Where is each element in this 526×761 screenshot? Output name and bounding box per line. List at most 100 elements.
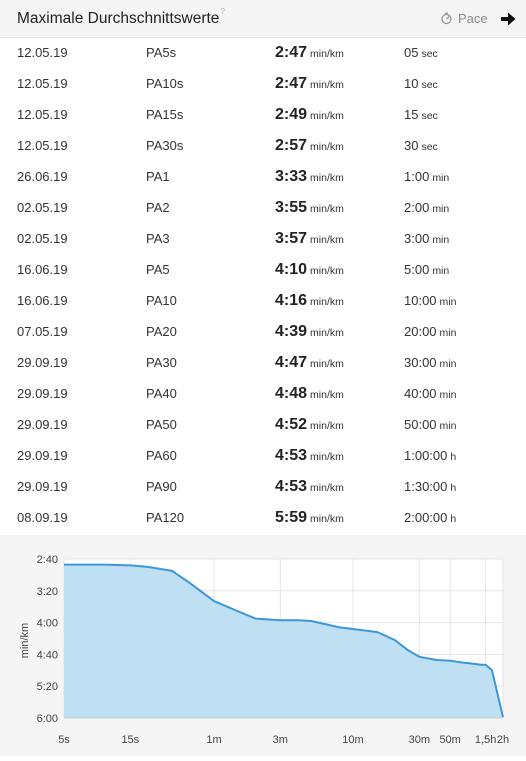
- y-axis-label: min/km: [19, 623, 31, 658]
- row-pace: 4:53 min/km: [275, 478, 344, 496]
- row-duration-unit: min: [439, 296, 457, 308]
- row-pace-unit: min/km: [310, 296, 344, 308]
- row-pace-unit: min/km: [310, 358, 344, 370]
- arrow-right-icon: [501, 12, 516, 26]
- row-duration-unit: min: [432, 172, 450, 184]
- row-duration: 30 sec: [404, 138, 438, 153]
- row-duration-unit: min: [432, 234, 450, 246]
- table-row: 29.09.19 PA50 4:52 min/km 50:00 min: [0, 410, 526, 441]
- pace-chart: 2:40 3:20 4:00 4:40 5:20 6:00 5s 15s 1m 3m 10m 30m 5…: [0, 535, 526, 756]
- row-duration: 1:30:00 h: [404, 479, 456, 494]
- pace-toggle-button[interactable]: Pace: [440, 11, 488, 26]
- y-tick-label: 4:00: [37, 618, 58, 630]
- x-tick-label: 50m: [439, 734, 460, 746]
- row-date: 12.05.19: [17, 138, 68, 153]
- row-duration: 1:00 min: [404, 169, 449, 184]
- row-duration-unit: sec: [421, 48, 438, 60]
- row-pace-value: 2:49: [275, 106, 308, 123]
- row-duration-unit: sec: [421, 141, 438, 153]
- table-row: 29.09.19 PA60 4:53 min/km 1:00:00 h: [0, 441, 526, 472]
- row-duration: 10 sec: [404, 76, 438, 91]
- row-duration: 2:00 min: [404, 200, 449, 215]
- row-duration-value: 10: [404, 76, 419, 91]
- table-row: 12.05.19 PA30s 2:57 min/km 30 sec: [0, 131, 526, 162]
- row-duration-unit: h: [450, 451, 457, 463]
- row-duration: 20:00 min: [404, 324, 456, 339]
- row-duration: 50:00 min: [404, 417, 456, 432]
- row-pace-unit: min/km: [310, 110, 344, 122]
- row-duration-value: 10:00: [404, 293, 437, 308]
- row-date: 29.09.19: [17, 417, 68, 432]
- row-date: 16.06.19: [17, 293, 68, 308]
- table-row: 29.09.19 PA90 4:53 min/km 1:30:00 h: [0, 472, 526, 503]
- row-pace-value: 3:57: [275, 230, 308, 247]
- help-mark[interactable]: ?: [220, 7, 225, 16]
- y-tick-label: 6:00: [37, 713, 58, 725]
- row-duration-unit: h: [450, 513, 457, 525]
- row-duration-unit: sec: [421, 79, 438, 91]
- table-row: 16.06.19 PA5 4:10 min/km 5:00 min: [0, 255, 526, 286]
- row-duration-unit: min: [439, 420, 457, 432]
- y-tick-label: 4:40: [37, 649, 58, 661]
- row-duration: 2:00:00 h: [404, 510, 456, 525]
- row-duration: 10:00 min: [404, 293, 456, 308]
- row-pace-value: 3:33: [275, 168, 308, 185]
- row-duration-value: 1:30:00: [404, 479, 448, 494]
- row-date: 02.05.19: [17, 200, 68, 215]
- table-row: 12.05.19 PA15s 2:49 min/km 15 sec: [0, 100, 526, 131]
- x-tick-label: 5s: [58, 734, 70, 746]
- row-duration: 40:00 min: [404, 386, 456, 401]
- row-pace-value: 2:47: [275, 44, 308, 61]
- row-date: 12.05.19: [17, 76, 68, 91]
- row-pace-unit: min/km: [310, 265, 344, 277]
- row-duration-value: 50:00: [404, 417, 437, 432]
- row-duration: 30:00 min: [404, 355, 456, 370]
- row-duration-unit: min: [439, 327, 457, 339]
- row-pace-value: 3:55: [275, 199, 308, 216]
- row-code: PA1: [146, 169, 170, 184]
- row-date: 29.09.19: [17, 386, 68, 401]
- row-pace: 4:16 min/km: [275, 292, 344, 310]
- row-duration-unit: min: [432, 203, 450, 215]
- next-arrow-button[interactable]: [500, 12, 516, 31]
- row-code: PA20: [146, 324, 177, 339]
- row-code: PA10: [146, 293, 177, 308]
- row-duration-value: 3:00: [404, 231, 430, 246]
- x-tick-label: 1m: [206, 734, 221, 746]
- y-tick-label: 3:20: [37, 586, 58, 598]
- x-tick-label: 1,5h: [475, 734, 496, 746]
- row-pace-unit: min/km: [310, 172, 344, 184]
- table-row: 16.06.19 PA10 4:16 min/km 10:00 min: [0, 286, 526, 317]
- row-pace: 3:57 min/km: [275, 230, 344, 248]
- row-duration-value: 05: [404, 45, 419, 60]
- row-pace: 5:59 min/km: [275, 509, 344, 527]
- row-pace-value: 2:47: [275, 75, 308, 92]
- row-duration-value: 2:00:00: [404, 510, 448, 525]
- y-tick-label: 5:20: [37, 681, 58, 693]
- row-duration-value: 40:00: [404, 386, 437, 401]
- x-tick-label: 10m: [342, 734, 363, 746]
- row-pace-value: 4:53: [275, 447, 308, 464]
- row-pace-value: 4:52: [275, 416, 308, 433]
- x-tick-label: 2h: [497, 734, 509, 746]
- row-pace: 2:49 min/km: [275, 106, 344, 124]
- row-code: PA3: [146, 231, 170, 246]
- row-date: 29.09.19: [17, 448, 68, 463]
- row-duration: 05 sec: [404, 45, 438, 60]
- pace-line: [64, 563, 504, 718]
- row-date: 16.06.19: [17, 262, 68, 277]
- row-code: PA30s: [146, 138, 184, 153]
- row-pace-unit: min/km: [310, 327, 344, 339]
- row-date: 12.05.19: [17, 107, 68, 122]
- x-tick-label: 15s: [121, 734, 139, 746]
- table-row: 07.05.19 PA20 4:39 min/km 20:00 min: [0, 317, 526, 348]
- row-code: PA60: [146, 448, 177, 463]
- pace-icon: [441, 12, 452, 25]
- values-table: 12.05.19 PA5s 2:47 min/km 05 sec 12.05.19 PA10s…: [0, 38, 526, 534]
- row-duration-unit: min: [439, 358, 457, 370]
- row-pace: 4:47 min/km: [275, 354, 344, 372]
- row-pace-unit: min/km: [310, 141, 344, 153]
- row-pace-unit: min/km: [310, 482, 344, 494]
- row-pace: 4:53 min/km: [275, 447, 344, 465]
